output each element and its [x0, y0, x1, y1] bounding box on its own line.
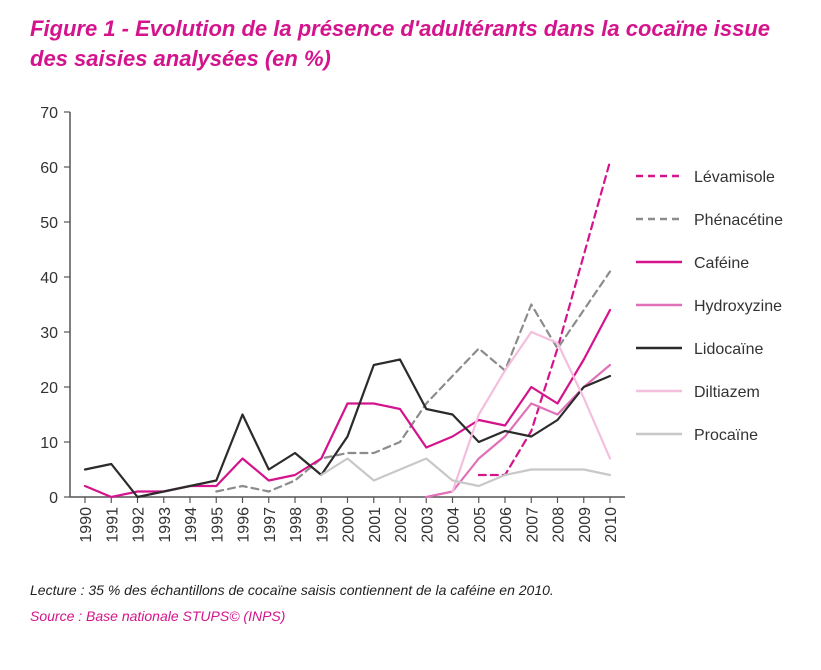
series-line-hydroxyzine	[425, 363, 612, 499]
chart-title: Figure 1 - Evolution de la présence d'ad…	[30, 16, 771, 71]
x-tick-label: 2010	[603, 507, 620, 543]
y-tick-label: 50	[40, 215, 58, 232]
legend-label-hydroxyzine: Hydroxyzine	[694, 298, 782, 315]
series-line-lidocaine	[83, 358, 612, 499]
x-tick-label: 1993	[157, 507, 174, 543]
x-tick-label: 2005	[472, 507, 489, 543]
y-tick-label: 40	[40, 270, 58, 287]
x-tick-label: 1998	[288, 507, 305, 543]
x-tick-label: 1991	[104, 507, 121, 543]
x-tick-label: 1990	[78, 507, 95, 543]
x-tick-label: 2009	[577, 507, 594, 543]
x-tick-label: 1997	[262, 507, 279, 543]
x-tick-label: 2008	[551, 507, 568, 543]
x-tick-label: 2000	[341, 507, 358, 543]
x-tick-label: 2004	[446, 507, 463, 543]
legend-label-procaine: Procaïne	[694, 427, 758, 444]
x-tick-label: 1996	[236, 507, 253, 543]
y-tick-label: 0	[49, 490, 58, 507]
x-tick-label: 1992	[131, 507, 148, 543]
reading-note: Lecture : 35 % des échantillons de cocaï…	[30, 582, 554, 598]
x-tick-label: 2001	[367, 507, 384, 543]
x-tick-label: 2003	[419, 507, 436, 543]
x-tick-label: 1994	[183, 507, 200, 543]
x-tick-label: 1999	[314, 507, 331, 543]
legend: Lévamisole Phénacétine Caféine Hydroxyzine L…	[636, 169, 783, 444]
y-tick-label: 30	[40, 325, 58, 342]
x-tick-label: 2007	[524, 507, 541, 543]
series-layer	[83, 160, 612, 499]
legend-label-cafeine: Caféine	[694, 255, 749, 272]
series-line-diltiazem	[451, 330, 612, 493]
x-tick-label: 1995	[209, 507, 226, 543]
x-tick-label: 2006	[498, 507, 515, 543]
series-line-procaine	[320, 457, 612, 488]
y-tick-label: 60	[40, 160, 58, 177]
axes-layer: 0 10 20 30 40 50 60 70 1990 1991 1992 1993 1994 1995 1…	[40, 105, 625, 543]
y-tick-label: 70	[40, 105, 58, 122]
y-tick-label: 20	[40, 380, 58, 397]
series-line-levamisole	[477, 160, 612, 477]
legend-label-lidocaine: Lidocaïne	[694, 341, 763, 358]
legend-label-phenacetine: Phénacétine	[694, 212, 783, 229]
x-tick-label: 2002	[393, 507, 410, 543]
source-note: Source : Base nationale STUPS© (INPS)	[30, 608, 286, 624]
y-tick-label: 10	[40, 435, 58, 452]
series-line-phenacetine	[215, 270, 612, 493]
legend-label-levamisole: Lévamisole	[694, 169, 775, 186]
legend-label-diltiazem: Diltiazem	[694, 384, 760, 401]
